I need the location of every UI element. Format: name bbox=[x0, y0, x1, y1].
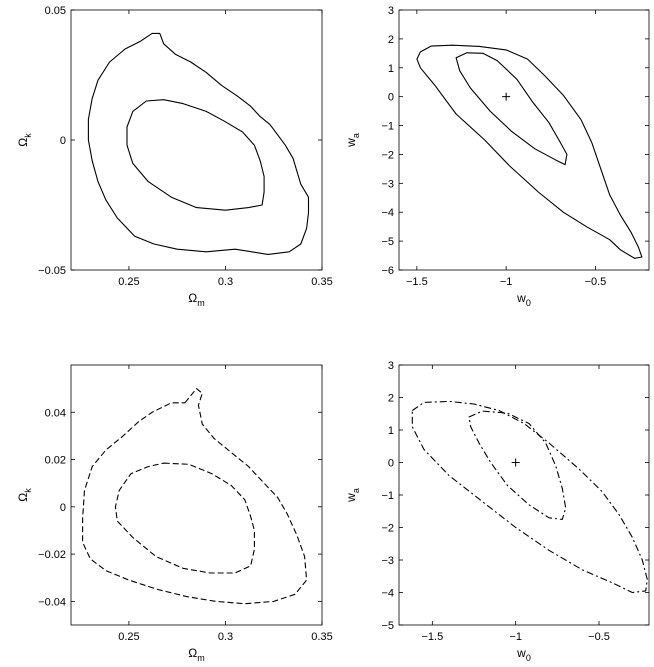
x-axis-label: Ωm bbox=[188, 646, 204, 663]
y-tick-label: −0.04 bbox=[38, 596, 66, 608]
x-axis-label: w0 bbox=[516, 291, 531, 308]
x-tick-label: −1 bbox=[509, 631, 522, 643]
y-tick-label: 0 bbox=[60, 502, 66, 514]
y-tick-label: 2 bbox=[388, 393, 394, 405]
y-tick-label: 0.02 bbox=[45, 455, 66, 467]
y-tick-label: −3 bbox=[381, 178, 394, 190]
fiducial-plus-marker-3 bbox=[511, 458, 520, 467]
axes-frame-3 bbox=[398, 364, 650, 626]
y-tick-label: −3 bbox=[381, 555, 394, 567]
x-tick-label: −0.5 bbox=[588, 631, 610, 643]
y-tick-label: −0.05 bbox=[38, 265, 66, 277]
y-tick-label: −4 bbox=[381, 207, 394, 219]
y-tick-label: −0.02 bbox=[38, 549, 66, 561]
fiducial-plus-marker-1 bbox=[502, 92, 511, 101]
x-tick-label: 0.25 bbox=[118, 631, 139, 643]
outer-contour-2 bbox=[82, 388, 308, 605]
y-tick-label: 3 bbox=[388, 360, 394, 372]
y-tick-label: −5 bbox=[381, 236, 394, 248]
y-tick-label: 3 bbox=[388, 5, 394, 17]
x-tick-label: 0.3 bbox=[218, 631, 233, 643]
panel-omega-k-vs-omega-m-dashed: 0.25 0.3 0.35 −0.04 −0.02 0 0.02 0.04 Ωm Ωk bbox=[16, 364, 333, 663]
y-tick-label: 0 bbox=[388, 92, 394, 104]
y-tick-label: 0.05 bbox=[45, 5, 66, 17]
y-tick-label: −1 bbox=[381, 490, 394, 502]
axes-frame-2 bbox=[70, 364, 323, 626]
inner-contour-0 bbox=[126, 99, 265, 211]
inner-contour-1 bbox=[455, 52, 568, 166]
x-tick-label: −1.5 bbox=[406, 276, 428, 288]
y-tick-label: 1 bbox=[388, 425, 394, 437]
y-tick-label: −5 bbox=[381, 620, 394, 632]
y-tick-label: 1 bbox=[388, 63, 394, 75]
y-tick-label: 0 bbox=[60, 135, 66, 147]
y-tick-label: 0.04 bbox=[45, 407, 66, 419]
panel-wa-vs-w0-solid: −1.5 −1 −0.5 −6 −5 −4 −3 −2 −1 0 1 2 3 w0 wa bbox=[344, 5, 650, 308]
outer-contour-3 bbox=[411, 400, 648, 594]
x-tick-label: 0.35 bbox=[311, 276, 332, 288]
outer-contour-0 bbox=[87, 32, 310, 255]
y-tick-label: 0 bbox=[388, 458, 394, 470]
axes-frame-1 bbox=[398, 9, 650, 271]
x-tick-label: −0.5 bbox=[585, 276, 607, 288]
axes-frame-0 bbox=[70, 9, 323, 271]
outer-contour-1 bbox=[416, 44, 643, 259]
x-tick-label: −1 bbox=[500, 276, 513, 288]
x-axis-label: w0 bbox=[516, 646, 531, 663]
x-tick-label: 0.35 bbox=[311, 631, 332, 643]
y-tick-label: −2 bbox=[381, 523, 394, 535]
inner-contour-2 bbox=[114, 462, 255, 574]
y-axis-label: Ωk bbox=[16, 488, 33, 502]
y-axis-label: wa bbox=[344, 488, 361, 503]
y-axis-label: Ωk bbox=[16, 133, 33, 147]
x-tick-label: −1.5 bbox=[421, 631, 443, 643]
panel-wa-vs-w0-dashdot: −1.5 −1 −0.5 −5 −4 −3 −2 −1 0 1 2 3 w0 wa bbox=[344, 360, 650, 663]
x-axis-label: Ωm bbox=[188, 291, 204, 308]
y-axis-label: wa bbox=[344, 133, 361, 148]
y-tick-label: −6 bbox=[381, 265, 394, 277]
x-tick-label: 0.3 bbox=[218, 276, 233, 288]
x-tick-label: 0.25 bbox=[118, 276, 139, 288]
y-tick-label: −1 bbox=[381, 121, 394, 133]
y-tick-label: 2 bbox=[388, 34, 394, 46]
y-tick-label: −4 bbox=[381, 588, 394, 600]
inner-contour-3 bbox=[468, 410, 567, 520]
panel-omega-k-vs-omega-m-solid: 0.25 0.3 0.35 −0.05 0 0.05 Ωm Ωk bbox=[16, 5, 333, 308]
y-tick-label: −2 bbox=[381, 149, 394, 161]
